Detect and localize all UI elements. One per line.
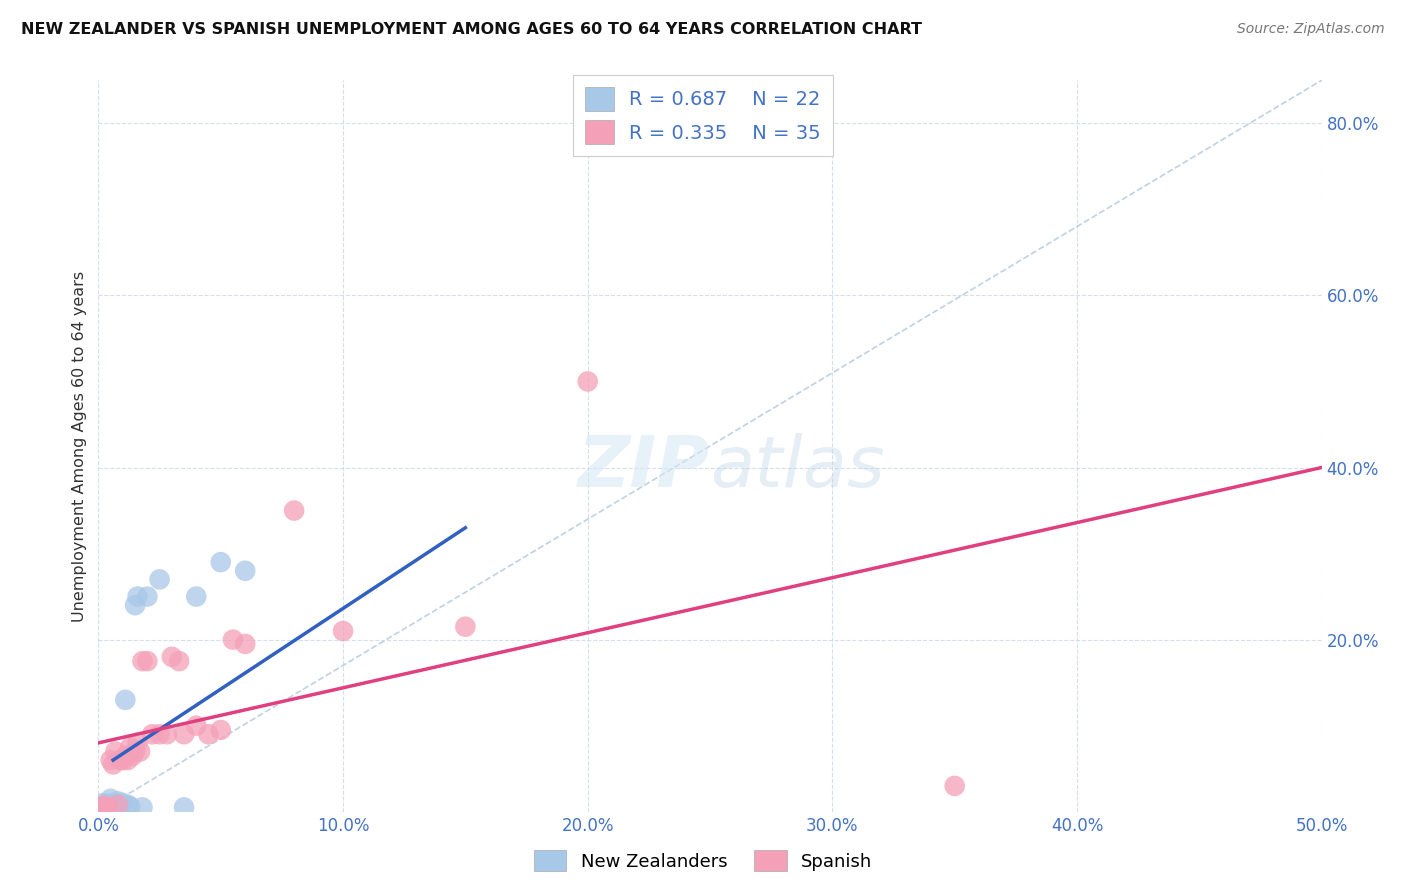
Point xyxy=(149,573,172,587)
Point xyxy=(186,719,208,733)
Point xyxy=(167,654,190,668)
Point xyxy=(233,637,256,651)
Point xyxy=(127,736,149,750)
Point xyxy=(101,757,124,772)
Text: NEW ZEALANDER VS SPANISH UNEMPLOYMENT AMONG AGES 60 TO 64 YEARS CORRELATION CHAR: NEW ZEALANDER VS SPANISH UNEMPLOYMENT AM… xyxy=(21,22,922,37)
Point xyxy=(117,797,139,812)
Point xyxy=(97,800,120,814)
Point xyxy=(186,590,208,604)
Point xyxy=(104,797,127,812)
Point xyxy=(107,794,129,808)
Point xyxy=(454,620,477,634)
Point xyxy=(124,744,146,758)
Point xyxy=(110,800,132,814)
Point xyxy=(97,800,120,814)
Point xyxy=(121,748,143,763)
Point xyxy=(114,693,136,707)
Point xyxy=(136,654,159,668)
Point xyxy=(136,590,159,604)
Point xyxy=(197,727,219,741)
Point xyxy=(90,800,112,814)
Point xyxy=(283,503,305,517)
Legend: New Zealanders, Spanish: New Zealanders, Spanish xyxy=(526,843,880,879)
Point xyxy=(131,654,153,668)
Point xyxy=(209,555,232,569)
Point xyxy=(141,727,163,741)
Point xyxy=(576,375,599,389)
Point xyxy=(110,753,132,767)
Point xyxy=(173,800,195,814)
Text: ZIP: ZIP xyxy=(578,434,710,502)
Point xyxy=(114,748,136,763)
Point xyxy=(233,564,256,578)
Point xyxy=(129,744,152,758)
Point xyxy=(173,727,195,741)
Point xyxy=(91,796,114,810)
Point xyxy=(100,753,122,767)
Point xyxy=(94,799,117,814)
Y-axis label: Unemployment Among Ages 60 to 64 years: Unemployment Among Ages 60 to 64 years xyxy=(72,270,87,622)
Point xyxy=(332,624,354,638)
Point xyxy=(160,649,183,664)
Point xyxy=(120,740,142,755)
Point xyxy=(90,800,112,814)
Text: atlas: atlas xyxy=(710,434,884,502)
Point xyxy=(222,632,245,647)
Text: Source: ZipAtlas.com: Source: ZipAtlas.com xyxy=(1237,22,1385,37)
Point xyxy=(111,796,134,810)
Point xyxy=(149,727,172,741)
Point xyxy=(101,796,124,810)
Point xyxy=(131,800,153,814)
Point xyxy=(124,598,146,612)
Legend: R = 0.687    N = 22, R = 0.335    N = 35: R = 0.687 N = 22, R = 0.335 N = 35 xyxy=(574,75,832,156)
Point xyxy=(104,744,127,758)
Point xyxy=(156,727,179,741)
Point xyxy=(91,798,114,813)
Point xyxy=(943,779,966,793)
Point xyxy=(120,799,142,814)
Point xyxy=(100,792,122,806)
Point xyxy=(111,753,134,767)
Point xyxy=(209,723,232,737)
Point xyxy=(94,797,117,812)
Point xyxy=(117,753,139,767)
Point xyxy=(127,590,149,604)
Point xyxy=(107,797,129,812)
